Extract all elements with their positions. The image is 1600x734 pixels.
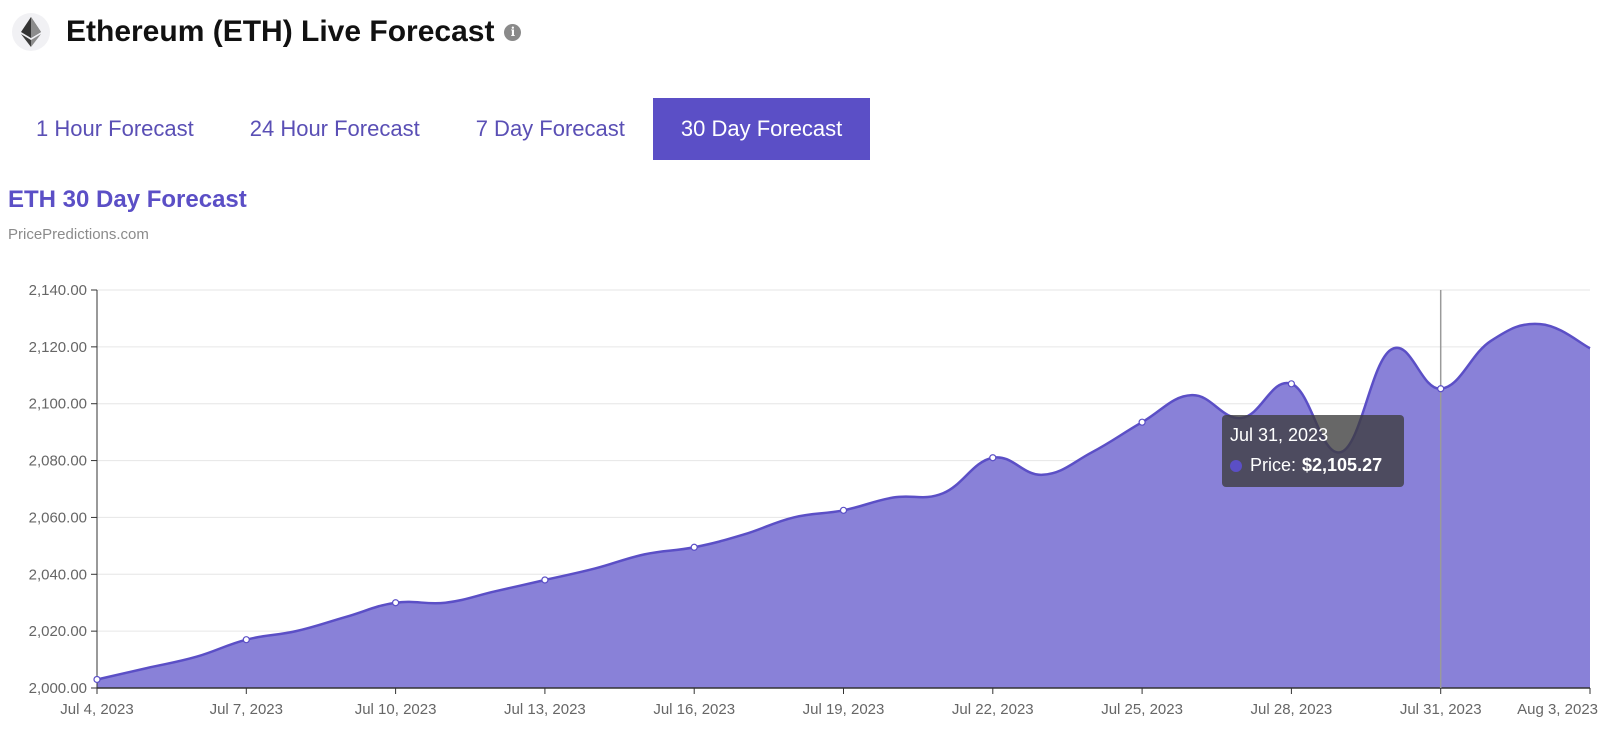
tab-30-day-forecast[interactable]: 30 Day Forecast — [652, 98, 871, 160]
x-tick-label: Aug 3, 2023 — [1517, 701, 1598, 718]
data-point-marker — [1138, 418, 1146, 426]
page-title: Ethereum (ETH) Live Forecast — [66, 15, 495, 48]
tab-24-hour-forecast[interactable]: 24 Hour Forecast — [249, 116, 420, 141]
tooltip-row: Price: $2,105.27 — [1230, 455, 1382, 476]
forecast-tabs: 1 Hour Forecast 24 Hour Forecast 7 Day F… — [8, 98, 871, 160]
data-point-marker — [242, 636, 250, 644]
chart-tooltip: Jul 31, 2023 Price: $2,105.27 — [1222, 415, 1404, 487]
data-point-marker — [1437, 385, 1445, 393]
data-point-marker — [1287, 380, 1296, 388]
data-point-marker — [392, 599, 400, 607]
page-header: Ethereum (ETH) Live Forecast i — [12, 10, 522, 54]
tooltip-value: $2,105.27 — [1302, 455, 1383, 475]
y-tick-label: 2,020.00 — [29, 623, 87, 640]
y-tick-label: 2,000.00 — [29, 680, 87, 697]
x-tick-label: Jul 28, 2023 — [1251, 701, 1333, 718]
data-point-marker — [93, 675, 101, 684]
chart-title: ETH 30 Day Forecast — [8, 186, 247, 213]
y-tick-label: 2,040.00 — [29, 566, 87, 583]
x-tick-label: Jul 7, 2023 — [210, 701, 283, 718]
y-tick-label: 2,080.00 — [29, 453, 87, 470]
ethereum-icon — [12, 13, 50, 51]
x-tick-label: Jul 16, 2023 — [653, 701, 735, 718]
info-icon[interactable]: i — [504, 23, 522, 41]
tooltip-label: Price: — [1250, 455, 1297, 475]
price-forecast-chart[interactable]: 2,000.00 2,020.00 2,040.00 2,060.00 2,080.00… — [0, 280, 1600, 734]
series-dot-icon — [1230, 459, 1242, 472]
x-tick-label: Jul 4, 2023 — [60, 701, 133, 718]
y-tick-label: 2,060.00 — [29, 509, 87, 526]
series-area — [97, 323, 1590, 688]
x-tick-label: Jul 13, 2023 — [504, 701, 586, 718]
data-point-marker — [541, 576, 549, 584]
y-tick-label: 2,100.00 — [29, 396, 87, 413]
x-tick-label: Jul 19, 2023 — [803, 701, 885, 718]
data-point-marker — [989, 454, 997, 462]
y-tick-label: 2,120.00 — [29, 339, 87, 356]
y-tick-label: 2,140.00 — [29, 282, 87, 299]
x-tick-label: Jul 31, 2023 — [1400, 701, 1482, 718]
data-point-marker — [839, 506, 848, 514]
chart-subtitle: PricePredictions.com — [8, 226, 149, 243]
tab-1-hour-forecast[interactable]: 1 Hour Forecast — [36, 116, 194, 141]
tab-7-day-forecast[interactable]: 7 Day Forecast — [475, 116, 625, 141]
x-tick-label: Jul 25, 2023 — [1101, 701, 1183, 718]
x-tick-label: Jul 10, 2023 — [355, 701, 437, 718]
tooltip-date: Jul 31, 2023 — [1230, 425, 1329, 445]
data-point-marker — [690, 543, 698, 551]
x-tick-label: Jul 22, 2023 — [952, 701, 1034, 718]
